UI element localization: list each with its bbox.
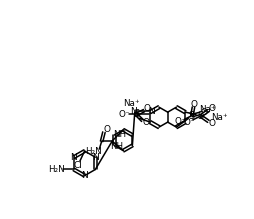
Text: Na⁺: Na⁺ — [198, 105, 215, 114]
Text: O: O — [141, 118, 149, 127]
Text: N: N — [148, 107, 154, 116]
Text: O: O — [190, 100, 197, 109]
Text: O: O — [208, 119, 215, 128]
Text: N: N — [81, 171, 88, 180]
Text: H₂N: H₂N — [85, 147, 102, 156]
Text: S: S — [133, 110, 139, 119]
Text: N: N — [92, 153, 98, 162]
Text: Na⁺: Na⁺ — [123, 99, 139, 108]
Text: O⁻: O⁻ — [183, 118, 194, 127]
Text: S: S — [188, 111, 194, 121]
Text: N: N — [130, 107, 136, 116]
Text: O: O — [103, 125, 110, 134]
Text: O: O — [143, 104, 150, 113]
Text: O⁻: O⁻ — [118, 110, 129, 119]
Text: N: N — [70, 153, 77, 162]
Text: Na⁺: Na⁺ — [210, 113, 227, 122]
Text: O: O — [200, 108, 207, 117]
Text: NH: NH — [113, 130, 125, 139]
Text: O: O — [208, 104, 215, 113]
Text: O⁻: O⁻ — [174, 117, 185, 126]
Text: NH: NH — [109, 141, 122, 150]
Text: H₂N: H₂N — [47, 165, 64, 174]
Text: S: S — [197, 111, 203, 121]
Text: Cl: Cl — [74, 161, 83, 170]
